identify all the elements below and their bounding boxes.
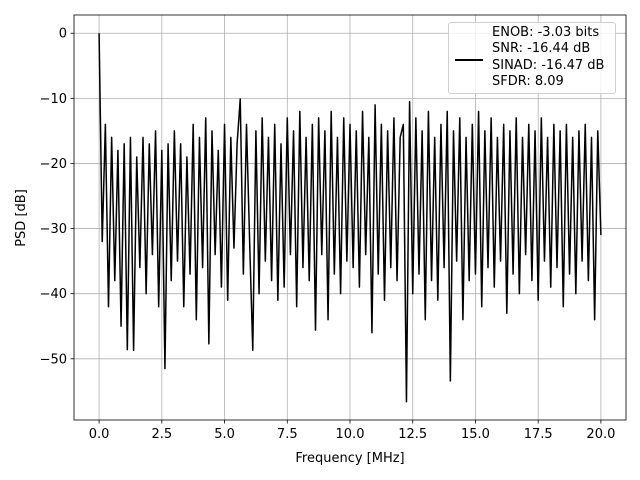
y-tick-label: −50 bbox=[40, 352, 67, 367]
x-tick-label: 12.5 bbox=[398, 427, 427, 442]
x-tick-label: 17.5 bbox=[524, 427, 553, 442]
y-tick-label: 0 bbox=[59, 27, 67, 42]
legend-label: ENOB: -3.03 bits SNR: -16.44 dB SINAD: -… bbox=[492, 25, 605, 90]
plot-frame bbox=[73, 14, 627, 421]
x-axis-label: Frequency [MHz] bbox=[295, 451, 404, 466]
y-tick-label: −10 bbox=[40, 92, 67, 107]
x-tick-label: 5.0 bbox=[214, 427, 235, 442]
y-tick-label: −30 bbox=[40, 222, 67, 237]
x-tick-label: 2.5 bbox=[151, 427, 172, 442]
y-axis-label: PSD [dB] bbox=[14, 189, 29, 247]
legend: ENOB: -3.03 bits SNR: -16.44 dB SINAD: -… bbox=[448, 22, 616, 94]
x-tick-label: 20.0 bbox=[586, 427, 615, 442]
x-tick-label: 0.0 bbox=[89, 427, 110, 442]
legend-swatch bbox=[455, 59, 483, 61]
x-tick-label: 7.5 bbox=[277, 427, 298, 442]
data-line bbox=[98, 33, 602, 403]
x-tick-label: 15.0 bbox=[461, 427, 490, 442]
x-tick-label: 10.0 bbox=[336, 427, 365, 442]
y-tick-label: −40 bbox=[40, 287, 67, 302]
y-tick-label: −20 bbox=[40, 157, 67, 172]
